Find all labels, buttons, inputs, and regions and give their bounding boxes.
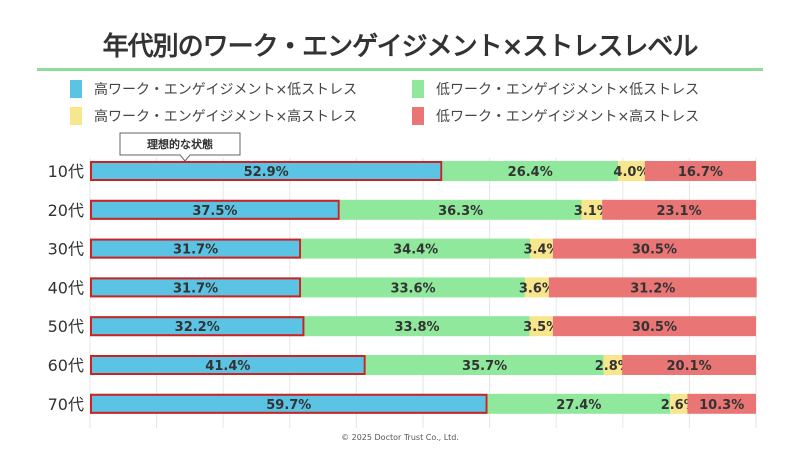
data-label: 59.7% <box>266 398 311 413</box>
bar-segment <box>548 277 757 298</box>
bar-segment <box>603 355 623 375</box>
bar-segment <box>618 161 645 181</box>
data-label: 4.0% <box>613 165 649 180</box>
bar-segment <box>552 238 756 259</box>
data-label: 33.6% <box>390 281 435 296</box>
chart-title: 年代別のワーク・エンゲイジメント×ストレスレベル <box>102 32 699 62</box>
legend-label: 低ワーク・エンゲイジメント×高ストレス <box>436 109 700 125</box>
data-label: 3.5% <box>523 320 559 335</box>
bar-segment <box>365 355 604 375</box>
data-label: 34.4% <box>393 243 438 258</box>
legend-item-2: 高ワーク・エンゲイジメント×高ストレス <box>70 106 357 126</box>
category-label: 20代 <box>48 201 84 220</box>
bar-segment <box>581 199 603 220</box>
category-label: 40代 <box>48 278 84 297</box>
bar-segment <box>687 393 756 414</box>
data-label: 30.5% <box>632 320 677 335</box>
callout: 理想的な状態 <box>119 132 241 162</box>
bar-segment <box>90 161 443 181</box>
bar-segment <box>442 161 619 181</box>
data-label: 52.9% <box>244 165 289 180</box>
legend-label: 高ワーク・エンゲイジメント×高ストレス <box>94 109 358 125</box>
legend-label: 高ワーク・エンゲイジメント×低ストレス <box>94 82 358 98</box>
category-label: 10代 <box>48 162 84 181</box>
data-label: 41.4% <box>205 359 250 374</box>
data-label: 30.5% <box>632 243 677 258</box>
legend-swatch <box>412 80 424 98</box>
legend-swatch <box>70 80 82 98</box>
bar-segment <box>524 277 549 298</box>
data-label: 27.4% <box>556 398 601 413</box>
bar-segment <box>90 238 302 259</box>
data-label: 26.4% <box>508 165 553 180</box>
data-label: 37.5% <box>192 204 237 219</box>
data-label: 3.4% <box>524 243 560 258</box>
category-label: 70代 <box>48 395 84 414</box>
highlight-border <box>90 316 305 337</box>
data-label: 3.1% <box>574 204 610 219</box>
highlight-border <box>90 393 488 414</box>
highlight-border <box>90 238 302 259</box>
category-label: 30代 <box>48 240 84 259</box>
bar-segment <box>552 316 756 337</box>
legend-swatch <box>412 107 424 125</box>
bar-segment <box>622 355 756 375</box>
legend-item-0: 高ワーク・エンゲイジメント×低ストレス <box>70 79 357 99</box>
legend-item-1: 低ワーク・エンゲイジメント×低ストレス <box>412 79 699 99</box>
highlight-border <box>90 277 302 298</box>
bar-segment <box>90 355 366 375</box>
bar-segment <box>602 199 756 220</box>
data-label: 31.2% <box>630 281 675 296</box>
bar-segment <box>301 238 531 259</box>
data-label: 32.2% <box>175 320 220 335</box>
category-label: 60代 <box>48 356 84 375</box>
copyright: © 2025 Doctor Trust Co., Ltd. <box>341 433 459 442</box>
data-label: 33.8% <box>394 320 439 335</box>
bar-segment <box>90 393 488 414</box>
data-label: 35.7% <box>462 359 507 374</box>
bar-segment <box>304 316 530 337</box>
callout-text: 理想的な状態 <box>147 137 213 151</box>
bar-segment <box>530 238 553 259</box>
bar-segment <box>301 277 525 298</box>
bar-segment <box>487 393 671 414</box>
data-label: 16.7% <box>678 165 723 180</box>
highlight-border <box>90 161 443 181</box>
data-label: 20.1% <box>667 359 712 374</box>
bar-segment <box>529 316 553 337</box>
legend-label: 低ワーク・エンゲイジメント×低ストレス <box>436 82 700 98</box>
data-label: 31.7% <box>173 243 218 258</box>
data-label: 31.7% <box>173 281 218 296</box>
highlight-border <box>90 355 366 375</box>
bar-segment <box>670 393 688 414</box>
bar-segment <box>90 316 305 337</box>
data-label: 2.8% <box>595 359 631 374</box>
data-label: 3.6% <box>519 281 555 296</box>
highlight-border <box>90 199 340 220</box>
bar-segment <box>90 277 302 298</box>
data-label: 36.3% <box>438 204 483 219</box>
category-label: 50代 <box>48 317 84 336</box>
legend-item-3: 低ワーク・エンゲイジメント×高ストレス <box>412 106 699 126</box>
data-label: 10.3% <box>699 398 744 413</box>
bar-segment <box>90 199 340 220</box>
bar-segment <box>339 199 582 220</box>
legend-swatch <box>70 107 82 125</box>
data-label: 23.1% <box>657 204 702 219</box>
title-divider <box>37 68 763 71</box>
bar-segment <box>644 161 756 181</box>
